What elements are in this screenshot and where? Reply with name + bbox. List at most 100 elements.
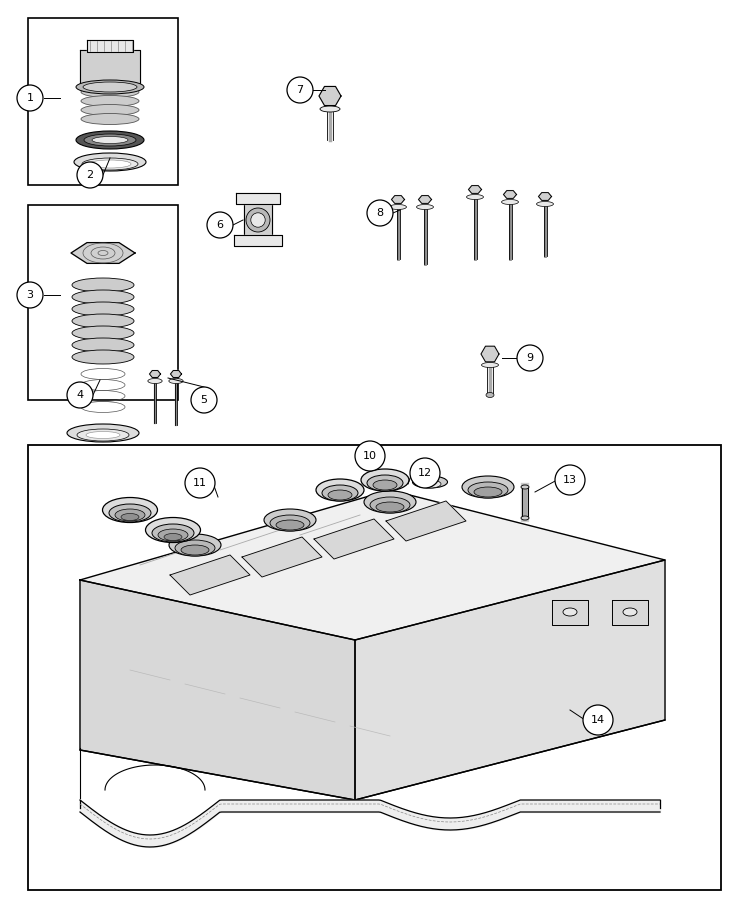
Ellipse shape bbox=[250, 212, 265, 227]
Ellipse shape bbox=[521, 485, 529, 489]
Ellipse shape bbox=[81, 86, 139, 97]
Ellipse shape bbox=[152, 524, 194, 542]
Ellipse shape bbox=[521, 516, 529, 520]
Circle shape bbox=[17, 282, 43, 308]
Ellipse shape bbox=[67, 424, 139, 442]
Polygon shape bbox=[419, 195, 431, 203]
Text: 13: 13 bbox=[563, 475, 577, 485]
Text: 3: 3 bbox=[27, 290, 33, 300]
Polygon shape bbox=[150, 371, 161, 377]
Circle shape bbox=[367, 200, 393, 226]
Polygon shape bbox=[80, 490, 665, 640]
Ellipse shape bbox=[474, 487, 502, 497]
Circle shape bbox=[17, 85, 43, 111]
Polygon shape bbox=[314, 519, 394, 559]
Ellipse shape bbox=[482, 363, 499, 367]
Ellipse shape bbox=[169, 379, 183, 383]
Bar bbox=[28, 205, 178, 400]
Ellipse shape bbox=[623, 608, 637, 616]
Circle shape bbox=[410, 458, 440, 488]
Ellipse shape bbox=[270, 515, 310, 531]
Polygon shape bbox=[386, 501, 466, 541]
Polygon shape bbox=[355, 560, 665, 800]
Polygon shape bbox=[391, 195, 405, 203]
Ellipse shape bbox=[181, 545, 209, 555]
Text: 6: 6 bbox=[216, 220, 224, 230]
Ellipse shape bbox=[413, 476, 448, 488]
Ellipse shape bbox=[102, 498, 158, 523]
Ellipse shape bbox=[316, 479, 364, 501]
Text: 9: 9 bbox=[526, 353, 534, 363]
Circle shape bbox=[77, 162, 103, 188]
Ellipse shape bbox=[276, 520, 304, 530]
Ellipse shape bbox=[164, 534, 182, 541]
Ellipse shape bbox=[320, 106, 340, 112]
Circle shape bbox=[555, 465, 585, 495]
Ellipse shape bbox=[72, 302, 134, 316]
Ellipse shape bbox=[81, 104, 139, 115]
Ellipse shape bbox=[121, 514, 139, 520]
Ellipse shape bbox=[563, 608, 577, 616]
Ellipse shape bbox=[468, 482, 508, 498]
Polygon shape bbox=[244, 195, 272, 243]
Polygon shape bbox=[87, 40, 133, 52]
Ellipse shape bbox=[83, 82, 137, 92]
Ellipse shape bbox=[109, 504, 151, 522]
Ellipse shape bbox=[72, 278, 134, 292]
Text: 12: 12 bbox=[418, 468, 432, 478]
Ellipse shape bbox=[76, 131, 144, 149]
Ellipse shape bbox=[264, 509, 316, 531]
Ellipse shape bbox=[536, 202, 554, 206]
Ellipse shape bbox=[89, 160, 131, 168]
Polygon shape bbox=[539, 193, 551, 201]
Circle shape bbox=[355, 441, 385, 471]
Circle shape bbox=[191, 387, 217, 413]
Ellipse shape bbox=[84, 134, 136, 146]
Polygon shape bbox=[242, 537, 322, 577]
Ellipse shape bbox=[76, 80, 144, 94]
Ellipse shape bbox=[72, 290, 134, 304]
Polygon shape bbox=[71, 243, 135, 264]
Ellipse shape bbox=[486, 392, 494, 398]
Polygon shape bbox=[80, 580, 355, 800]
Ellipse shape bbox=[361, 469, 409, 491]
Polygon shape bbox=[236, 193, 280, 204]
Circle shape bbox=[287, 77, 313, 103]
Ellipse shape bbox=[390, 204, 407, 210]
Circle shape bbox=[67, 382, 93, 408]
Ellipse shape bbox=[467, 194, 483, 200]
Circle shape bbox=[517, 345, 543, 371]
Polygon shape bbox=[80, 50, 140, 85]
Polygon shape bbox=[503, 191, 516, 198]
Ellipse shape bbox=[148, 379, 162, 383]
Ellipse shape bbox=[169, 534, 221, 556]
Ellipse shape bbox=[81, 95, 139, 106]
Ellipse shape bbox=[77, 429, 129, 441]
Text: 14: 14 bbox=[591, 715, 605, 725]
Circle shape bbox=[583, 705, 613, 735]
Bar bbox=[28, 445, 721, 890]
Ellipse shape bbox=[115, 509, 145, 521]
Polygon shape bbox=[170, 371, 182, 377]
Ellipse shape bbox=[72, 314, 134, 328]
Ellipse shape bbox=[376, 502, 404, 512]
Ellipse shape bbox=[86, 431, 120, 438]
Ellipse shape bbox=[328, 490, 352, 500]
Ellipse shape bbox=[373, 480, 397, 490]
Polygon shape bbox=[468, 185, 482, 193]
Ellipse shape bbox=[81, 113, 139, 124]
Ellipse shape bbox=[502, 200, 519, 204]
Ellipse shape bbox=[364, 491, 416, 513]
Ellipse shape bbox=[419, 480, 441, 488]
Text: 11: 11 bbox=[193, 478, 207, 488]
Text: 2: 2 bbox=[87, 170, 93, 180]
Text: 1: 1 bbox=[27, 93, 33, 103]
Polygon shape bbox=[234, 235, 282, 246]
Ellipse shape bbox=[158, 529, 188, 541]
Ellipse shape bbox=[175, 540, 215, 556]
Polygon shape bbox=[552, 600, 588, 625]
Circle shape bbox=[207, 212, 233, 238]
Ellipse shape bbox=[72, 350, 134, 364]
Circle shape bbox=[185, 468, 215, 498]
Polygon shape bbox=[481, 346, 499, 362]
